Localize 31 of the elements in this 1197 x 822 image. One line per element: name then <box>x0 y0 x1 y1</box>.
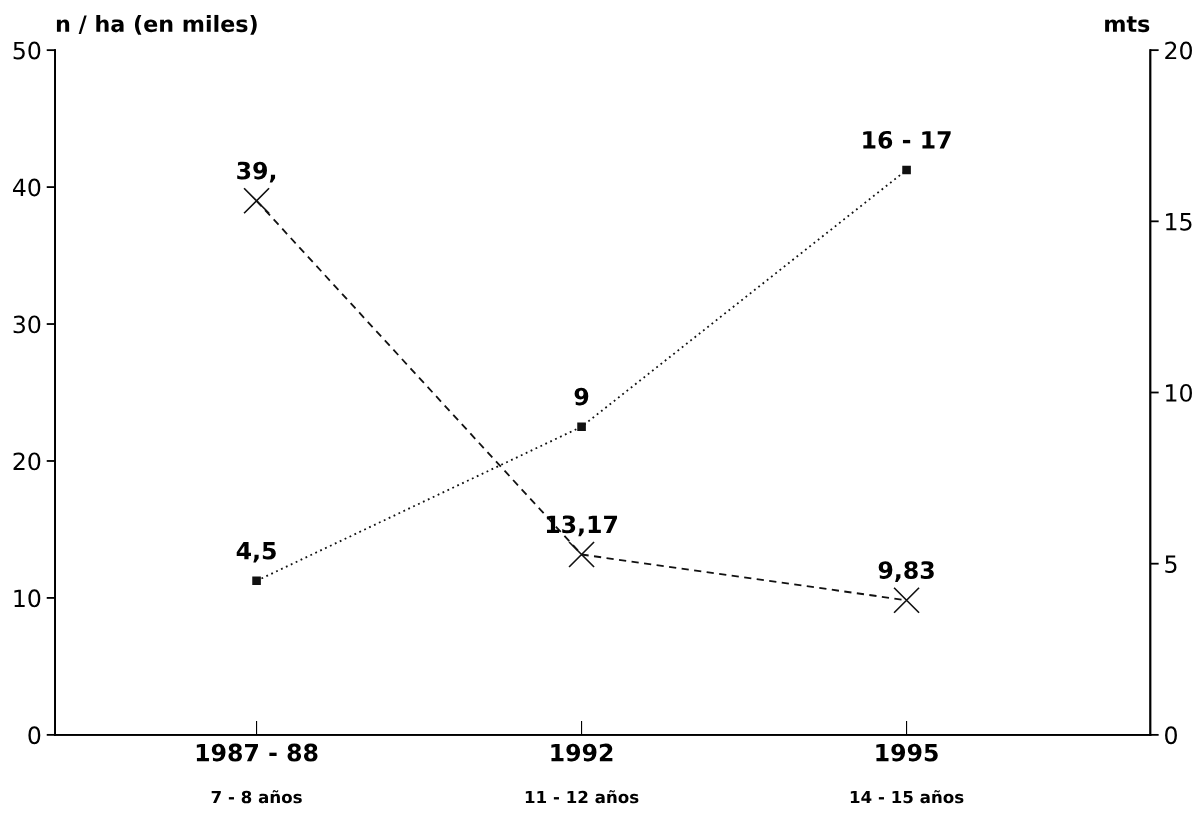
point <box>568 541 595 568</box>
point <box>893 586 920 614</box>
text: 11 - 12 años <box>525 790 639 804</box>
y2-tick-label: 10 <box>1166 383 1192 402</box>
data-label: 4,5 <box>236 542 276 563</box>
data-label: 9 <box>574 387 589 406</box>
data-label: 39, <box>237 161 276 183</box>
y2-tick-label: 20 <box>1165 41 1192 60</box>
point <box>577 422 586 432</box>
y-tick-label: 0 <box>28 726 41 745</box>
y2-tick-label: 5 <box>1165 555 1177 573</box>
data-label: 13,17 <box>546 515 618 537</box>
y-tick-label: 50 <box>13 41 41 60</box>
point <box>902 165 911 175</box>
x-tick-label: 1992 <box>551 743 613 762</box>
point <box>252 576 261 586</box>
y-tick-label: 20 <box>13 452 41 471</box>
text: 7 - 8 años <box>211 790 302 804</box>
point <box>243 187 270 215</box>
y-tick-label: 40 <box>12 178 41 197</box>
y2-tick-label: 15 <box>1166 213 1192 231</box>
y2-tick-label: 0 <box>1165 726 1177 745</box>
y2-axis-title: mts <box>1105 16 1150 33</box>
text: 14 - 15 años <box>850 790 964 804</box>
x-tick-label: 1995 <box>876 743 938 762</box>
y-tick-label: 30 <box>13 315 41 334</box>
data-label: 16 - 17 <box>863 130 951 149</box>
data-label: 9,83 <box>878 561 934 583</box>
y-axis-title: n / ha (en miles) <box>56 14 257 35</box>
y-tick-label: 10 <box>14 589 41 608</box>
x-tick-label: 1987 - 88 <box>196 743 318 762</box>
